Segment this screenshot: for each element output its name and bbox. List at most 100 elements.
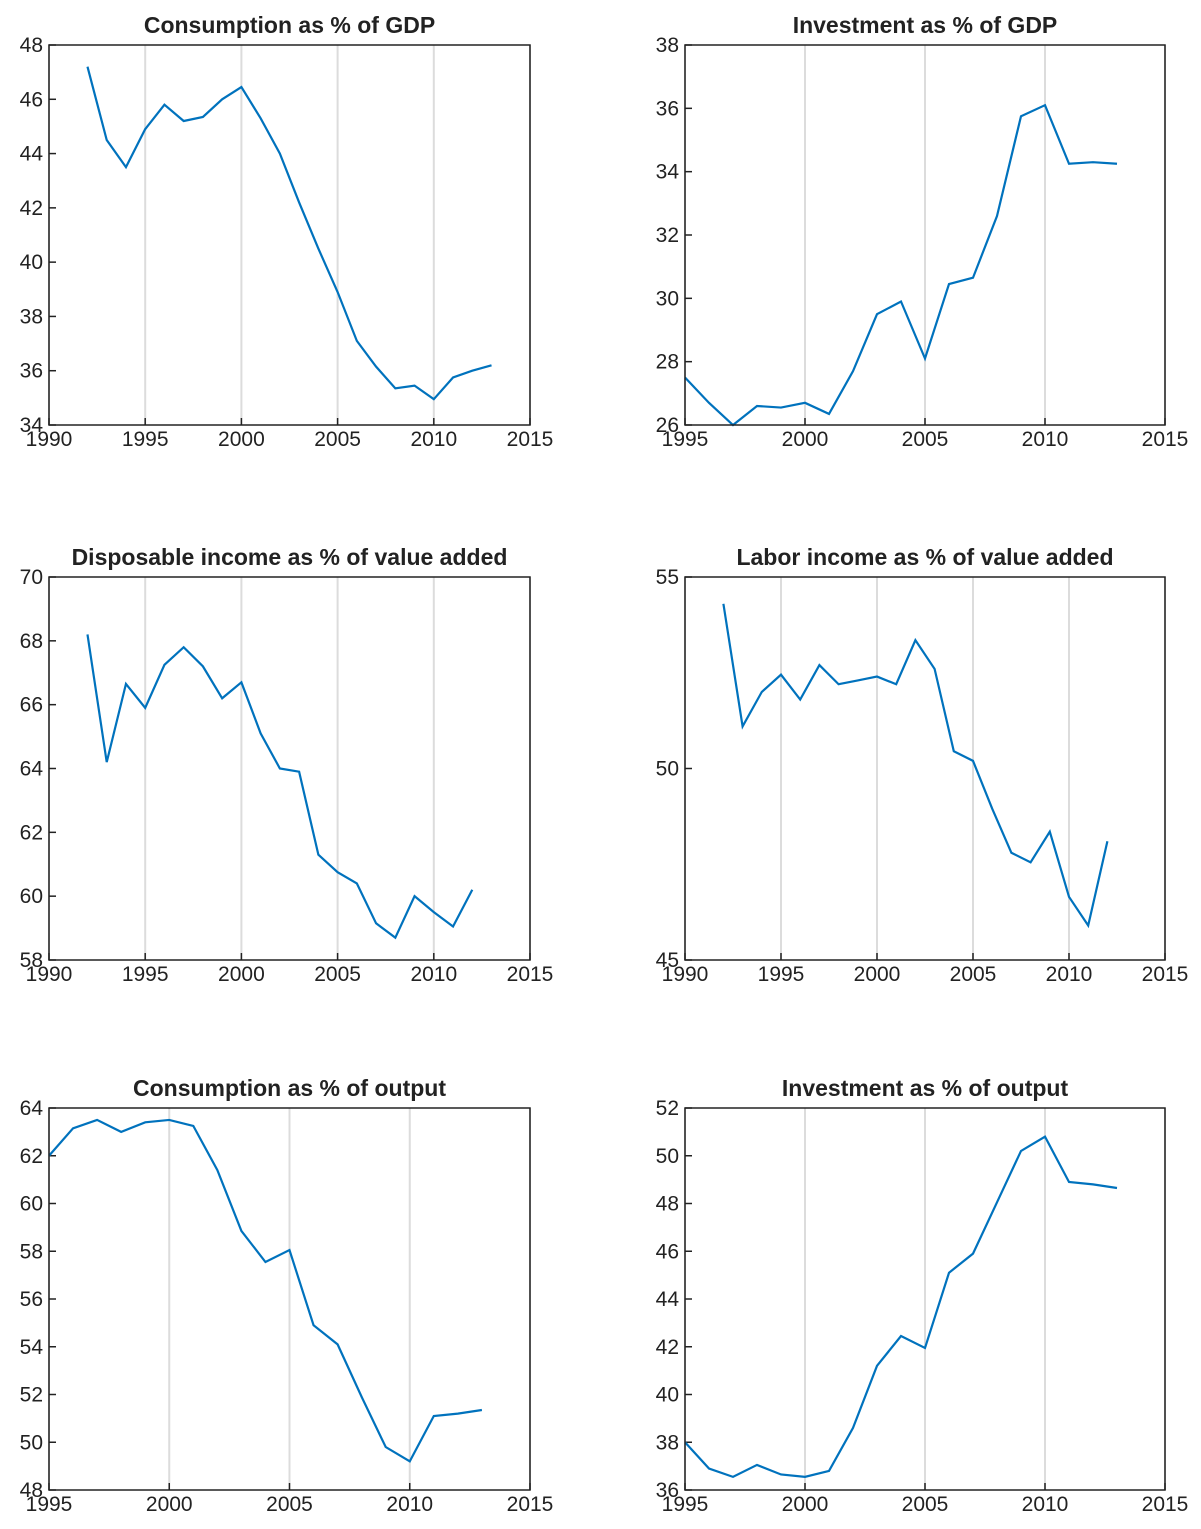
y-tick-label: 30 <box>656 287 679 310</box>
y-tick-label: 64 <box>20 758 44 781</box>
subplot: 1995 2000 2005 2010 2015 48 50 52 54 56 58 60 62 64 Co… <box>20 1075 554 1516</box>
chart-title: Consumption as % of GDP <box>144 12 435 38</box>
axes-box <box>48 576 531 961</box>
plot-area <box>685 577 1165 960</box>
axes-box <box>684 1107 1166 1491</box>
x-tick-label: 2010 <box>1022 428 1069 451</box>
y-tick-label: 38 <box>20 305 43 328</box>
y-tick-label: 34 <box>656 161 680 184</box>
y-tick-label: 68 <box>20 630 43 653</box>
y-tick-label: 50 <box>656 758 679 781</box>
data-line <box>48 1118 483 1463</box>
subplot: 1990 1995 2000 2005 2010 2015 34 36 38 40 42 44 46 48… <box>20 12 554 451</box>
chart-title: Investment as % of output <box>782 1075 1069 1101</box>
chart-title: Labor income as % of value added <box>736 544 1113 570</box>
y-tick-label: 45 <box>656 949 679 972</box>
axes-box <box>48 1107 531 1491</box>
y-tick-label: 42 <box>20 197 43 220</box>
chart-title: Consumption as % of output <box>133 1075 446 1101</box>
x-tick-label: 2015 <box>507 428 554 451</box>
x-tick-label: 2005 <box>314 963 361 986</box>
y-tick-label: 36 <box>656 1479 679 1502</box>
plot-area <box>49 45 530 425</box>
chart-title: Disposable income as % of value added <box>72 544 508 570</box>
y-tick-label: 36 <box>656 97 679 120</box>
x-tick-label: 1990 <box>662 963 709 986</box>
x-tick-label: 1995 <box>26 1493 73 1516</box>
y-tick-label: 60 <box>20 1193 43 1216</box>
x-tick-label: 2015 <box>507 963 554 986</box>
x-tick-label: 2005 <box>950 963 997 986</box>
x-tick-label: 2000 <box>218 963 265 986</box>
y-tick-label: 60 <box>20 885 43 908</box>
y-tick-label: 26 <box>656 414 679 437</box>
x-tick-label: 2005 <box>902 428 949 451</box>
x-tick-label: 2010 <box>410 963 457 986</box>
y-tick-label: 50 <box>20 1431 43 1454</box>
x-tick-label: 2005 <box>902 1493 949 1516</box>
x-tick-label: 1995 <box>122 428 169 451</box>
x-tick-label: 2015 <box>1142 1493 1189 1516</box>
x-tick-label: 2015 <box>1142 963 1189 986</box>
x-tick-label: 2010 <box>410 428 457 451</box>
x-tick-label: 2000 <box>854 963 901 986</box>
y-tick-label: 52 <box>656 1097 679 1120</box>
y-tick-label: 44 <box>20 143 44 166</box>
y-tick-label: 48 <box>20 1479 43 1502</box>
y-tick-label: 44 <box>656 1288 680 1311</box>
y-tick-label: 46 <box>656 1240 679 1263</box>
y-tick-label: 40 <box>656 1384 679 1407</box>
x-tick-label: 1995 <box>122 963 169 986</box>
x-tick-label: 2000 <box>782 1493 829 1516</box>
x-tick-label: 2005 <box>314 428 361 451</box>
axes-box <box>48 44 531 426</box>
y-tick-label: 58 <box>20 949 43 972</box>
y-tick-label: 58 <box>20 1240 43 1263</box>
axes-box <box>684 44 1166 426</box>
subplot: 1990 1995 2000 2005 2010 2015 58 60 62 64 66 68 70 Di… <box>20 544 554 986</box>
y-tick-label: 56 <box>20 1288 43 1311</box>
y-tick-label: 42 <box>656 1336 679 1359</box>
y-tick-label: 38 <box>656 34 679 57</box>
data-line <box>684 1135 1118 1479</box>
y-tick-label: 34 <box>20 414 44 437</box>
data-line <box>86 66 492 401</box>
data-line <box>684 103 1118 427</box>
x-tick-label: 1995 <box>662 428 709 451</box>
x-tick-label: 2000 <box>218 428 265 451</box>
data-line <box>722 603 1109 929</box>
x-tick-label: 2010 <box>386 1493 433 1516</box>
x-tick-label: 2015 <box>507 1493 554 1516</box>
x-tick-label: 1995 <box>662 1493 709 1516</box>
x-tick-label: 2000 <box>146 1493 193 1516</box>
x-tick-label: 2000 <box>782 428 829 451</box>
y-tick-label: 52 <box>20 1384 43 1407</box>
y-tick-label: 66 <box>20 694 43 717</box>
y-tick-label: 55 <box>656 566 679 589</box>
subplot: 1990 1995 2000 2005 2010 2015 45 50 55 Labor inco… <box>656 544 1189 986</box>
y-tick-label: 28 <box>656 351 679 374</box>
y-tick-label: 48 <box>656 1193 679 1216</box>
chart-title: Investment as % of GDP <box>793 12 1058 38</box>
x-tick-label: 1990 <box>26 428 73 451</box>
y-tick-label: 46 <box>20 88 43 111</box>
x-tick-label: 2015 <box>1142 428 1189 451</box>
x-tick-label: 2010 <box>1022 1493 1069 1516</box>
subplot: 1995 2000 2005 2010 2015 26 28 30 32 34 36 38 Invest… <box>656 12 1189 451</box>
y-tick-label: 48 <box>20 34 43 57</box>
subplot: 1995 2000 2005 2010 2015 36 38 40 42 44 46 48 50 52 In… <box>656 1075 1189 1516</box>
y-tick-label: 40 <box>20 251 43 274</box>
x-tick-label: 2010 <box>1046 963 1093 986</box>
x-tick-label: 1990 <box>26 963 73 986</box>
y-tick-label: 64 <box>20 1097 44 1120</box>
y-tick-label: 54 <box>20 1336 44 1359</box>
x-tick-label: 2005 <box>266 1493 313 1516</box>
y-tick-label: 62 <box>20 1145 43 1168</box>
y-tick-label: 62 <box>20 821 43 844</box>
plot-area <box>49 577 530 960</box>
y-tick-label: 70 <box>20 566 43 589</box>
y-tick-label: 36 <box>20 360 43 383</box>
y-tick-label: 32 <box>656 224 679 247</box>
